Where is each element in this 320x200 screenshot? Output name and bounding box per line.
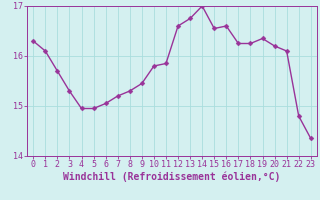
- X-axis label: Windchill (Refroidissement éolien,°C): Windchill (Refroidissement éolien,°C): [63, 172, 281, 182]
